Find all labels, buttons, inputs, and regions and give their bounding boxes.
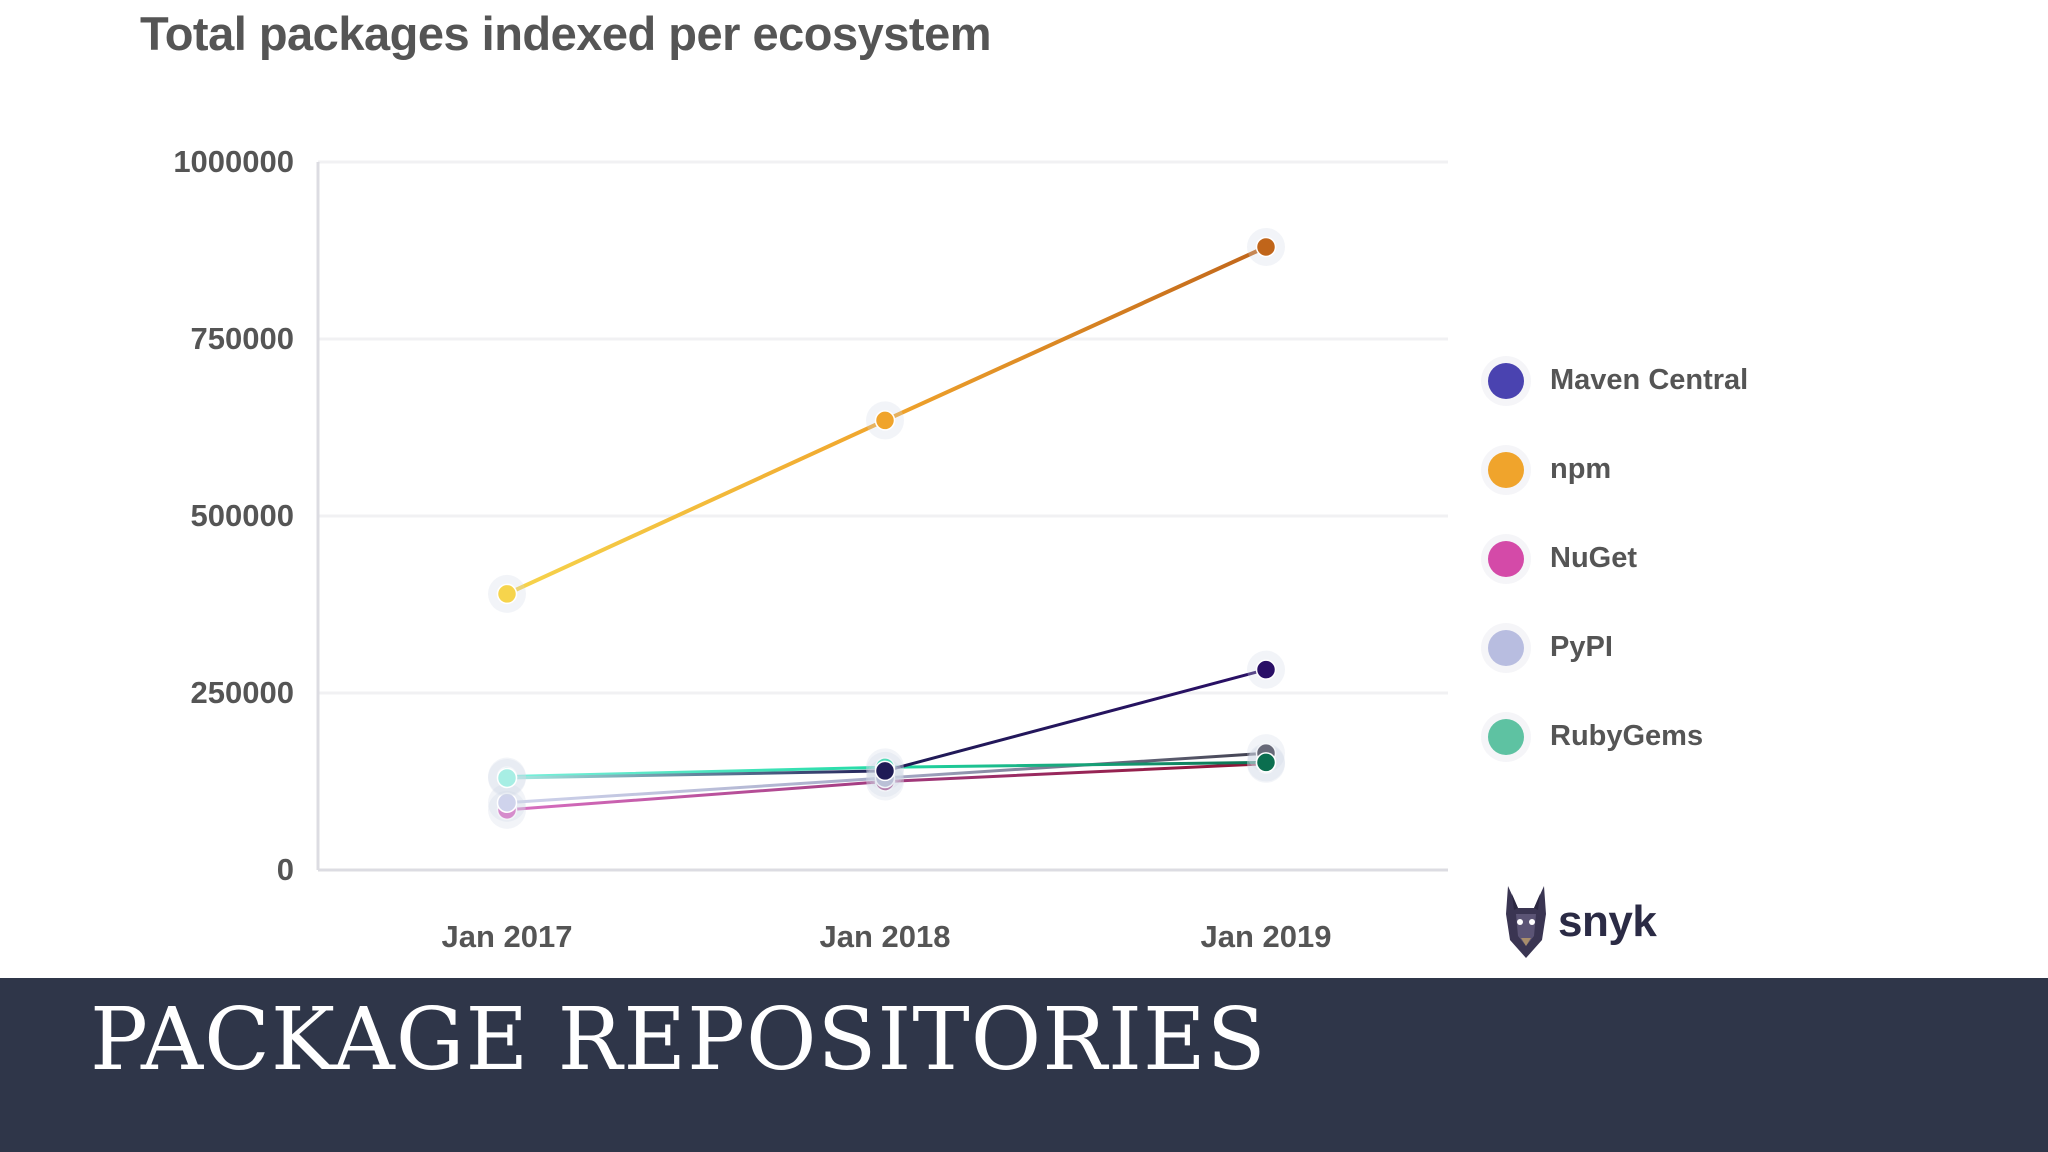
y-tick-label: 750000 (191, 321, 294, 356)
x-tick-label: Jan 2017 (442, 919, 573, 954)
legend: Maven Central npm NuGet PyPI RubyGems (1476, 336, 1896, 781)
legend-label-pypi: PyPI (1550, 631, 1613, 663)
series-points (488, 227, 1285, 829)
series-lines (505, 245, 1268, 812)
logo-text: snyk (1558, 897, 1657, 946)
y-tick-label: 0 (277, 852, 294, 887)
legend-item-maven-central[interactable]: Maven Central (1476, 336, 1896, 425)
legend-swatch-nuget (1488, 540, 1524, 577)
legend-item-rubygems[interactable]: RubyGems (1476, 692, 1896, 781)
legend-item-npm[interactable]: npm (1476, 425, 1896, 514)
x-tick-label: Jan 2018 (820, 919, 951, 954)
legend-label-maven-central: Maven Central (1550, 364, 1749, 396)
y-tick-label: 500000 (191, 498, 294, 533)
doberman-icon (1506, 886, 1546, 958)
legend-swatch-rubygems (1488, 718, 1524, 755)
x-tick-label: Jan 2019 (1201, 919, 1332, 954)
data-point-maven-central[interactable] (496, 767, 518, 789)
data-point-npm[interactable] (1255, 236, 1277, 258)
data-point-npm[interactable] (496, 583, 518, 605)
axes (316, 162, 1448, 872)
legend-swatch-npm (1488, 451, 1524, 488)
x-tick-labels: Jan 2017 Jan 2018 Jan 2019 (442, 919, 1332, 954)
snyk-logo: snyk (1502, 884, 1657, 960)
data-point-maven-central[interactable] (1255, 659, 1277, 680)
legend-swatch-pypi (1488, 629, 1524, 666)
data-point-pypi[interactable] (496, 792, 518, 813)
data-point-maven-central[interactable] (874, 760, 896, 782)
slide-title: PACKAGE REPOSITORIES (90, 990, 1267, 1090)
title-banner: PACKAGE REPOSITORIES (0, 978, 2048, 1152)
data-point-npm[interactable] (874, 410, 896, 431)
y-tick-labels: 0 250000 500000 750000 1000000 (173, 144, 294, 887)
data-point-rubygems[interactable] (1255, 752, 1277, 773)
legend-label-npm: npm (1550, 453, 1612, 485)
y-tick-label: 1000000 (173, 144, 294, 179)
legend-swatch-maven-central (1488, 362, 1524, 399)
y-tick-label: 250000 (191, 675, 294, 710)
chart-title: Total packages indexed per ecosystem (140, 7, 992, 60)
legend-item-nuget[interactable]: NuGet (1476, 514, 1896, 603)
legend-label-nuget: NuGet (1550, 542, 1637, 574)
grid-lines (318, 160, 1448, 695)
legend-label-rubygems: RubyGems (1550, 720, 1704, 752)
legend-item-pypi[interactable]: PyPI (1476, 603, 1896, 692)
